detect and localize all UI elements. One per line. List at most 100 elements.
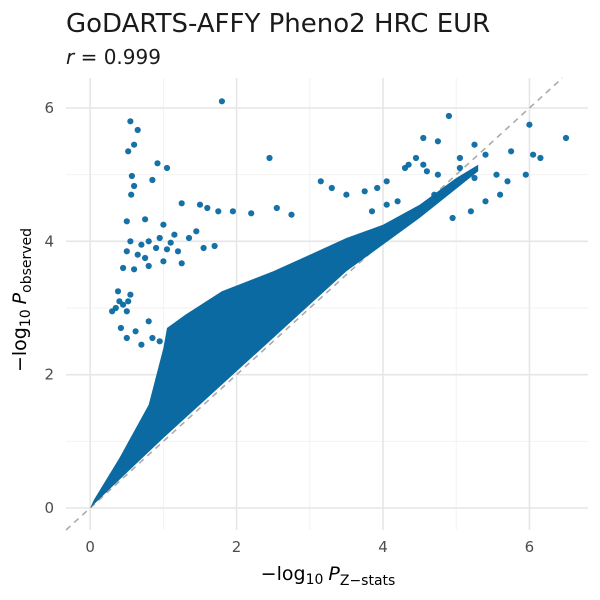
data-point [248,210,255,217]
data-point [394,198,401,205]
data-point [196,201,204,208]
x-tick-label: 2 [232,538,242,556]
data-point [154,160,161,167]
data-point [471,141,478,148]
data-point [174,248,182,255]
data-point [368,208,376,215]
data-point [229,208,236,215]
data-point [482,198,489,205]
data-point [145,238,152,245]
data-point [328,184,335,192]
data-point [131,266,138,273]
data-point [160,221,167,228]
subtitle-value: = 0.999 [74,45,161,69]
data-point [420,134,427,142]
data-point [153,244,160,252]
data-point [132,328,139,335]
data-point [445,112,452,120]
data-point [537,154,544,162]
data-point [134,126,141,134]
data-point [125,298,132,305]
data-point [456,154,463,162]
y-axis-label-subscript: observed [19,228,35,293]
data-point [142,254,149,262]
data-point [343,191,350,198]
tick-labels: 0 2 4 6 0 2 4 6 [44,99,534,556]
data-point [185,234,193,242]
data-point [526,121,533,128]
subtitle-variable: r [66,45,76,69]
data-point [127,291,134,298]
data-point [288,211,295,218]
data-point [204,204,211,212]
data-point [178,200,185,207]
chart-subtitle: r = 0.999 [66,45,161,69]
data-point [530,151,537,158]
data-point [163,164,171,172]
data-point [127,118,134,125]
data-point [471,174,478,182]
data-point [193,228,200,235]
data-point [149,334,156,342]
data-point [522,171,529,178]
data-point [120,301,127,308]
data-point [434,138,441,145]
data-point [401,164,409,172]
data-point [420,161,427,168]
data-point [423,168,430,175]
data-point [383,201,390,208]
data-point [317,178,324,185]
data-point [123,218,130,225]
data-point [114,288,122,295]
data-point [361,188,368,195]
data-point [211,242,218,250]
data-point [109,308,116,315]
data-point [125,148,132,155]
data-point [497,191,504,198]
data-point [456,164,463,172]
x-axis-label: −log10 PZ−stats [261,563,396,589]
data-point [412,154,420,162]
y-tick-label: 4 [44,232,54,250]
y-tick-label: 6 [44,99,54,117]
data-point [156,338,163,345]
x-axis-label-subscript: Z−stats [340,573,395,589]
data-point [120,264,127,272]
y-tick-label: 2 [44,366,54,384]
data-point [273,204,280,212]
data-point [138,341,145,348]
data-point [131,182,138,190]
data-point [171,231,178,238]
data-point [504,178,511,185]
data-point [138,241,145,248]
y-tick-label: 0 [44,499,54,517]
data-point [163,246,171,253]
data-point [178,260,185,267]
data-point [123,334,130,342]
x-axis-label-var: P [328,563,340,585]
y-axis-label-var: P [9,292,31,304]
x-axis-label-prefix: −log [261,563,306,585]
data-point [467,208,474,215]
data-point [156,234,163,242]
data-point [266,154,273,162]
data-point [142,216,149,223]
point-cloud [90,164,479,508]
data-point [508,148,515,155]
y-axis-label: −log10 Pobserved [9,228,35,372]
data-point [482,151,489,158]
data-points [90,98,570,508]
data-point [117,324,124,332]
data-point [131,141,138,148]
data-point [134,251,141,258]
data-point [123,308,130,315]
data-point [431,191,438,198]
data-point [127,238,134,245]
data-point [562,134,570,142]
data-point [160,258,167,265]
reference-line [65,77,563,531]
x-tick-label: 6 [525,538,535,556]
data-point [215,208,222,215]
data-point [374,184,381,192]
